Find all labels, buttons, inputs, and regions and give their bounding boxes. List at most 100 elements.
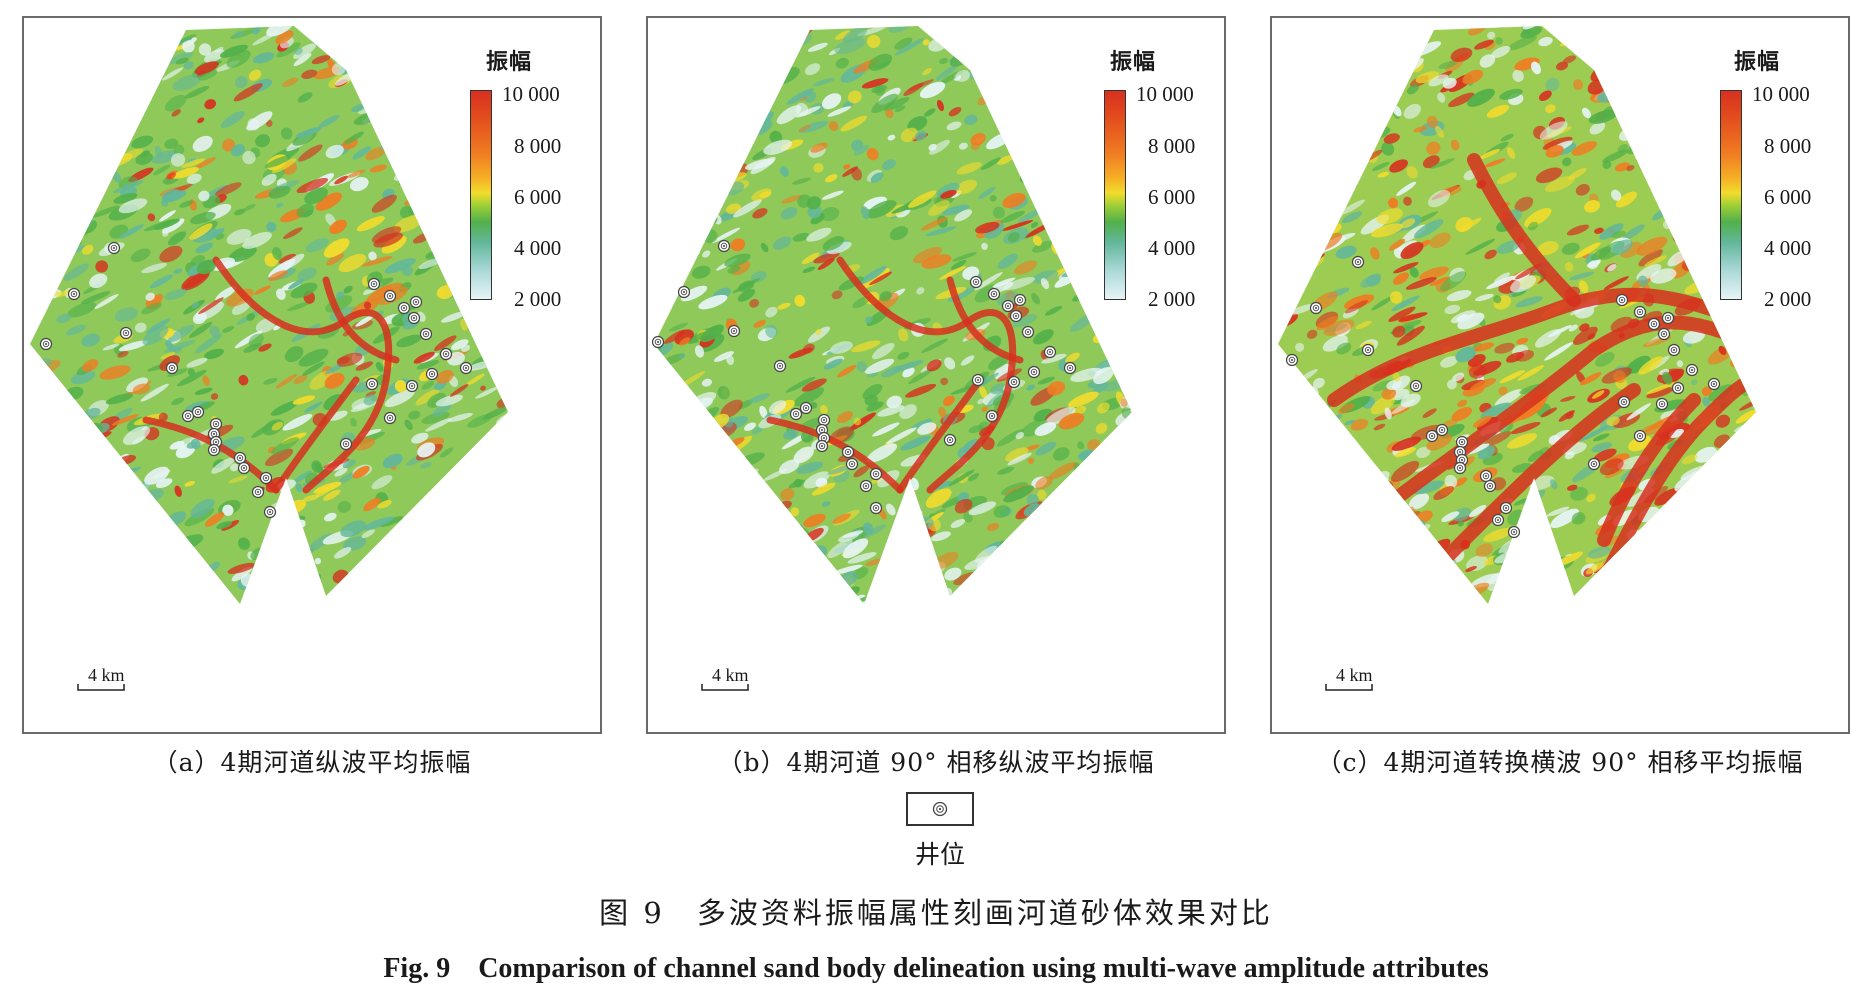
well-marker (677, 285, 691, 299)
well-marker (459, 361, 473, 375)
well-marker (1633, 305, 1647, 319)
well-marker (383, 289, 397, 303)
colorbar-tick-8000: 8 000 (514, 134, 562, 158)
colorbar-tick-8000: 8 000 (1764, 134, 1812, 158)
well-marker (425, 367, 439, 381)
colorbar-tick-4000: 4 000 (1764, 236, 1812, 260)
well-marker (209, 417, 223, 431)
well-marker (1007, 375, 1021, 389)
well-marker (1499, 501, 1513, 515)
well-marker (1647, 317, 1661, 331)
scale-bar-label: 4 km (88, 665, 125, 685)
legend-label: 井位 (914, 840, 965, 869)
well-marker (181, 409, 195, 423)
well-marker (817, 431, 831, 445)
well-icon (932, 801, 948, 817)
well-marker (1409, 379, 1423, 393)
well-marker (859, 479, 873, 493)
caption-c: （c）4期河道转换横波 90° 相移平均振幅 (1316, 748, 1804, 777)
well-marker (1001, 299, 1015, 313)
well-marker (263, 505, 277, 519)
well-marker (339, 437, 353, 451)
well-marker (233, 451, 247, 465)
well-marker (869, 501, 883, 515)
well-marker (815, 439, 829, 453)
well-marker (943, 433, 957, 447)
caption-a: （a）4期河道纵波平均振幅 (152, 748, 472, 777)
well-marker (841, 445, 855, 459)
well-marker (237, 461, 251, 475)
well-marker (1435, 423, 1449, 437)
well-marker (165, 361, 179, 375)
legend (906, 792, 974, 826)
well-marker (1013, 293, 1027, 307)
well-marker (1707, 377, 1721, 391)
well-marker (367, 277, 381, 291)
well-marker (407, 311, 421, 325)
well-marker (1479, 469, 1493, 483)
well-marker (1685, 363, 1699, 377)
well-marker (67, 287, 81, 301)
well-marker (727, 324, 741, 338)
colorbar-tick-10000: 10 000 (1136, 82, 1194, 106)
well-marker (969, 275, 983, 289)
well-marker (397, 301, 411, 315)
amplitude-map-a (30, 26, 508, 691)
well-marker (1507, 525, 1521, 539)
well-marker (817, 413, 831, 427)
colorbar-title: 振幅 (1110, 49, 1157, 75)
well-marker (191, 405, 205, 419)
well-marker (1425, 429, 1439, 443)
colorbar-tick-6000: 6 000 (1148, 185, 1196, 209)
well-marker (773, 359, 787, 373)
panel-a: 振幅 10 000 8 000 6 000 4 000 2 000 4 km (22, 16, 602, 734)
well-marker (1671, 381, 1685, 395)
colorbar-tick-6000: 6 000 (1764, 185, 1812, 209)
well-marker (1587, 457, 1601, 471)
well-marker (107, 241, 121, 255)
well-marker (1027, 365, 1041, 379)
well-marker (985, 409, 999, 423)
well-marker (1063, 361, 1077, 375)
amplitude-map-c (1278, 26, 1756, 691)
well-marker (259, 471, 273, 485)
colorbar-tick-4000: 4 000 (1148, 236, 1196, 260)
well-marker (717, 239, 731, 253)
panel-b: 振幅 10 000 8 000 6 000 4 000 2 000 4 km (646, 16, 1226, 734)
well-marker (207, 443, 221, 457)
well-marker (439, 347, 453, 361)
well-marker (39, 337, 53, 351)
colorbar-tick-10000: 10 000 (502, 82, 560, 106)
well-marker (1453, 461, 1467, 475)
scale-bar-label: 4 km (1336, 665, 1373, 685)
well-marker (971, 373, 985, 387)
well-marker (987, 287, 1001, 301)
colorbar-tick-8000: 8 000 (1148, 134, 1196, 158)
well-marker (1667, 343, 1681, 357)
scale-bar (1325, 684, 1373, 691)
amplitude-map-b (651, 26, 1132, 691)
colorbar-title: 振幅 (486, 49, 533, 75)
colorbar (470, 90, 492, 300)
well-marker (1285, 353, 1299, 367)
well-marker (405, 379, 419, 393)
colorbar-tick-2000: 2 000 (1764, 287, 1812, 311)
well-marker (1351, 255, 1365, 269)
colorbar (1720, 90, 1742, 300)
well-marker (1615, 293, 1629, 307)
well-marker (799, 401, 813, 415)
colorbar-tick-4000: 4 000 (514, 236, 562, 260)
well-marker (1455, 435, 1469, 449)
well-marker (789, 407, 803, 421)
well-marker (1361, 343, 1375, 357)
colorbar (1104, 90, 1126, 300)
colorbar-tick-6000: 6 000 (514, 185, 562, 209)
figure-title-cn: 图 9 多波资料振幅属性刻画河道砂体效果对比 (599, 896, 1273, 930)
figure-title-en: Fig. 9 Comparison of channel sand body d… (383, 953, 1489, 984)
well-marker (1491, 513, 1505, 527)
well-marker (1633, 429, 1647, 443)
well-marker (119, 326, 133, 340)
colorbar-tick-2000: 2 000 (514, 287, 562, 311)
well-marker (1021, 325, 1035, 339)
well-marker (365, 377, 379, 391)
